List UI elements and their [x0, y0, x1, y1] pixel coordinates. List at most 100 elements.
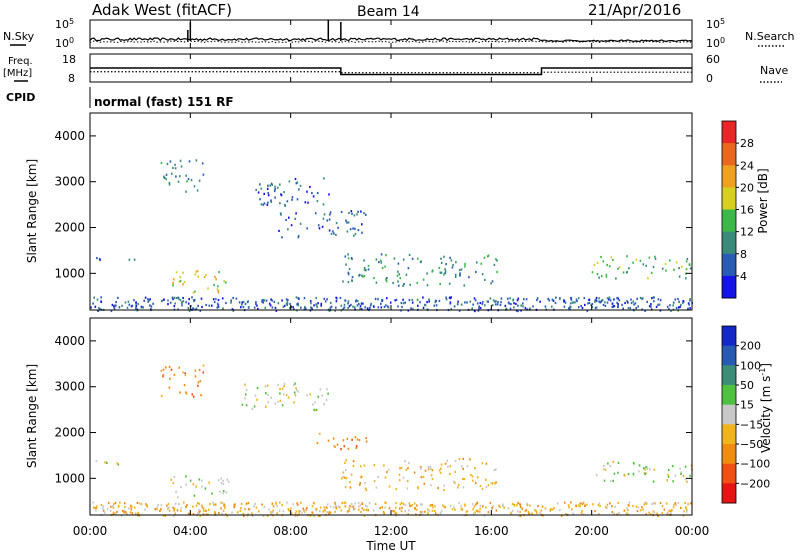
echo-cell — [455, 261, 457, 264]
x-tick-label: 16:00 — [474, 524, 509, 538]
echo-cell — [400, 510, 403, 513]
echo-cell — [144, 296, 147, 299]
echo-cell — [511, 509, 514, 513]
echo-cell — [377, 298, 379, 301]
echo-cell — [197, 304, 199, 307]
echo-cell — [298, 513, 300, 516]
echo-cell — [487, 484, 490, 487]
echo-cell — [314, 401, 316, 404]
echo-cell — [461, 508, 464, 511]
echo-cell — [198, 179, 201, 182]
echo-cell — [255, 303, 257, 306]
echo-cell — [492, 299, 495, 302]
echo-cell — [444, 272, 446, 275]
echo-cell — [582, 501, 585, 504]
echo-cell — [221, 501, 224, 505]
echo-cell — [416, 504, 418, 507]
echo-cell — [367, 509, 369, 512]
echo-cell — [411, 257, 414, 260]
echo-cell — [516, 510, 519, 513]
echo-cell — [93, 296, 95, 299]
echo-cell — [385, 280, 388, 283]
echo-cell — [289, 307, 291, 310]
echo-cell — [404, 460, 406, 463]
echo-cell — [483, 256, 486, 259]
echo-cell — [125, 512, 128, 515]
echo-cell — [444, 462, 447, 465]
colorbar-segment — [722, 404, 736, 425]
echo-cell — [656, 512, 658, 515]
echo-cell — [184, 374, 187, 377]
echo-cell — [316, 191, 319, 195]
echo-cell — [399, 503, 402, 506]
echo-cell — [267, 201, 269, 204]
echo-cell — [300, 306, 302, 309]
echo-cell — [332, 230, 334, 233]
echo-cell — [569, 306, 572, 309]
echo-cell — [253, 306, 256, 309]
echo-cell — [565, 512, 567, 516]
echo-cell — [325, 398, 328, 401]
echo-cell — [292, 306, 294, 309]
echo-cell — [348, 211, 350, 215]
echo-cell — [507, 507, 510, 510]
echo-cell — [99, 259, 102, 262]
echo-cell — [288, 509, 290, 512]
echo-cell — [267, 184, 269, 187]
echo-cell — [233, 506, 235, 509]
echo-cell — [136, 501, 139, 504]
echo-cell — [120, 514, 123, 517]
echo-cell — [402, 502, 405, 506]
echo-cell — [150, 308, 152, 311]
colorbar-tick-label: 28 — [740, 137, 754, 150]
echo-cell — [667, 475, 670, 478]
freq-line — [90, 67, 692, 76]
echo-cell — [306, 394, 308, 397]
echo-cell — [96, 298, 99, 301]
echo-cell — [434, 299, 437, 302]
y-tick-label: 3000 — [54, 175, 85, 189]
echo-cell — [536, 511, 538, 514]
echo-cell — [420, 512, 423, 515]
echo-cell — [464, 262, 466, 266]
echo-cell — [337, 226, 339, 229]
power-echoes — [90, 159, 693, 313]
echo-cell — [326, 298, 328, 301]
echo-cell — [679, 467, 681, 470]
echo-cell — [380, 306, 383, 309]
echo-cell — [689, 298, 691, 301]
echo-cell — [494, 303, 497, 306]
echo-cell — [309, 300, 312, 303]
echo-cell — [685, 268, 688, 271]
echo-cell — [410, 307, 412, 310]
nsky-panel: N.Sky 105 100 105 100 N.Search — [3, 17, 795, 50]
x-tick-label: 20:00 — [574, 524, 609, 538]
echo-cell — [273, 300, 276, 303]
echo-cell — [476, 302, 479, 305]
echo-cell — [478, 307, 480, 310]
echo-cell — [381, 506, 384, 509]
echo-cell — [222, 479, 224, 483]
echo-cell — [584, 504, 586, 507]
echo-cell — [297, 297, 300, 300]
echo-cell — [580, 502, 582, 505]
echo-cell — [366, 307, 369, 310]
echo-cell — [480, 262, 483, 265]
echo-cell — [363, 274, 366, 278]
echo-cell — [348, 509, 351, 512]
echo-cell — [531, 512, 533, 515]
echo-cell — [323, 506, 326, 509]
echo-cell — [507, 297, 509, 300]
echo-cell — [294, 512, 297, 515]
echo-cell — [344, 501, 347, 504]
echo-cell — [575, 298, 578, 301]
echo-cell — [606, 264, 608, 267]
echo-cell — [230, 299, 232, 302]
echo-cell — [537, 505, 539, 508]
echo-cell — [684, 478, 687, 481]
echo-cell — [598, 300, 600, 303]
echo-cell — [597, 504, 600, 507]
echo-cell — [485, 506, 487, 509]
echo-cell — [502, 503, 504, 506]
